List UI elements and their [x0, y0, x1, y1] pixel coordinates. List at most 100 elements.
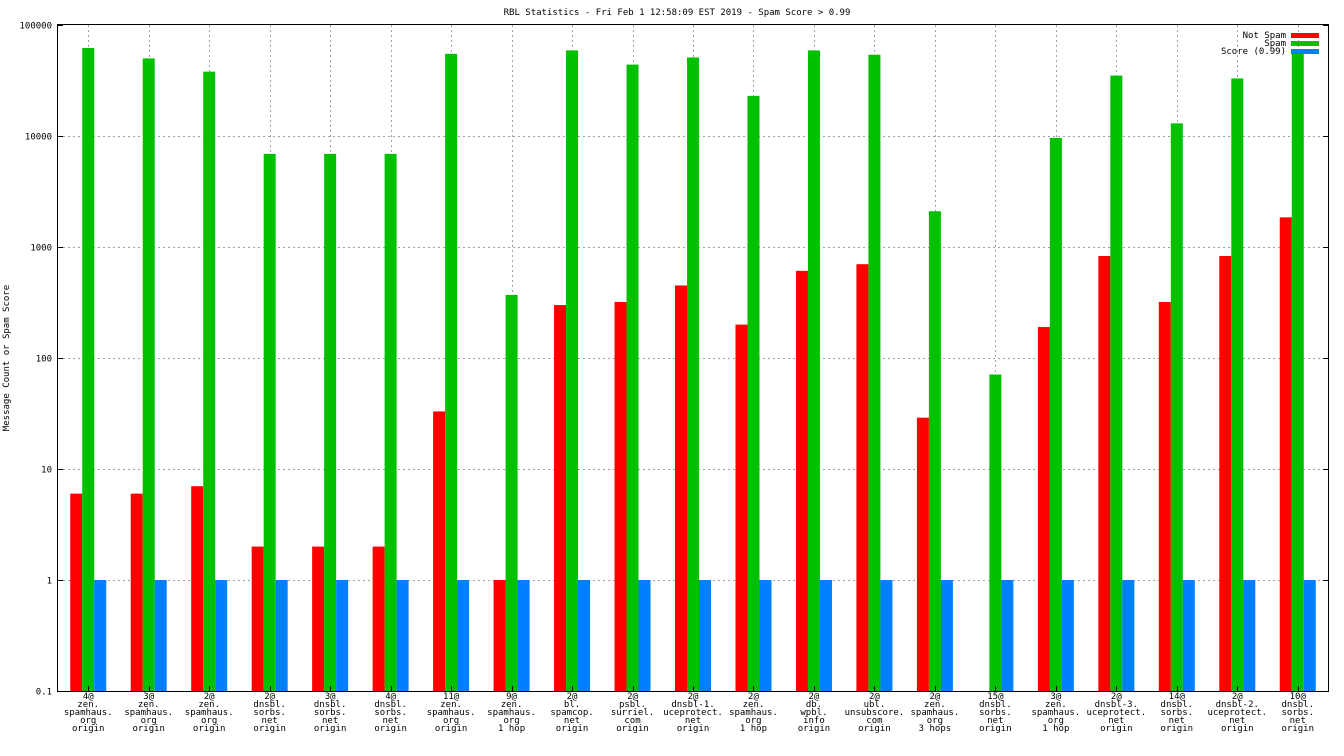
- x-tick-label-line: zen.: [501, 700, 523, 710]
- x-tick-label-line: 1 hop: [498, 724, 525, 734]
- x-tick-label-line: 2@: [1232, 692, 1243, 702]
- x-tick-label-line: net: [1169, 716, 1185, 726]
- x-tick-label-line: origin: [979, 724, 1012, 734]
- bar-not-spam: [554, 305, 567, 691]
- plot-frame: [57, 24, 1329, 692]
- x-tick-label-line: origin: [253, 724, 286, 734]
- x-tick-label-line: 3 hops: [919, 724, 952, 734]
- x-tick-label-line: zen.: [924, 700, 946, 710]
- x-tick-label-line: origin: [1282, 724, 1315, 734]
- x-tick-label-line: origin: [314, 724, 347, 734]
- x-tick-label-line: 11@: [443, 692, 460, 702]
- bar-not-spam: [795, 270, 808, 691]
- x-tick-label-line: zen.: [1045, 700, 1067, 710]
- x-tick-label-line: 9@: [506, 692, 517, 702]
- bar-spam: [1049, 137, 1062, 691]
- x-tick-label: 2@ dnsbl-2. uceprotect. net origin: [1207, 692, 1267, 734]
- bar-spam: [807, 50, 820, 691]
- x-tick-label-line: 2@: [809, 692, 820, 702]
- x-tick-label-line: sorbs.: [1161, 708, 1194, 718]
- x-tick-label-line: net: [564, 716, 580, 726]
- bar-not-spam: [675, 285, 687, 691]
- x-tick-label-line: zen.: [198, 700, 220, 710]
- bar-score-0-99: [819, 580, 832, 691]
- bar-score-0-99: [1182, 580, 1195, 691]
- x-tick-label: 3@ dnsbl. sorbs. net origin: [314, 692, 347, 734]
- legend-swatch: [1291, 33, 1319, 38]
- x-tick-label: 4@ zen. spamhaus. org origin: [64, 692, 113, 734]
- legend-label: Score (0.99): [1221, 47, 1286, 57]
- x-tick-label-line: 2@: [204, 692, 215, 702]
- bar-spam: [142, 58, 155, 692]
- x-tick-label-line: 2@: [688, 692, 699, 702]
- x-tick-label-line: 3@: [1050, 692, 1061, 702]
- x-tick-label: 3@ zen. spamhaus. org origin: [124, 692, 173, 734]
- bar-score-0-99: [517, 580, 530, 691]
- x-tick-label-line: 15@: [987, 692, 1004, 702]
- x-tick-label-line: org: [80, 716, 96, 726]
- bar-not-spam: [433, 411, 446, 691]
- x-tick-label-line: 3@: [143, 692, 154, 702]
- x-tick-label-line: net: [1108, 716, 1124, 726]
- x-tick-label: 2@ zen. spamhaus. org 1 hop: [729, 692, 778, 734]
- x-tick-label-line: 1 hop: [1042, 724, 1069, 734]
- x-tick-label-line: origin: [435, 724, 468, 734]
- bar-not-spam: [251, 546, 264, 691]
- x-tick-label-line: org: [745, 716, 761, 726]
- x-tick-label: 14@ dnsbl. sorbs. net origin: [1161, 692, 1194, 734]
- x-tick-label-line: 1 hop: [740, 724, 767, 734]
- bar-not-spam: [130, 493, 143, 691]
- bar-spam: [203, 71, 216, 691]
- y-tick-label: 100: [36, 355, 52, 365]
- bar-not-spam: [856, 264, 869, 691]
- x-tick-label-line: spamhaus.: [1031, 708, 1080, 718]
- bar-not-spam: [493, 580, 506, 691]
- bar-score-0-99: [638, 580, 651, 691]
- x-tick-label-line: dnsbl-2.: [1216, 700, 1259, 710]
- bar-score-0-99: [1001, 580, 1014, 691]
- x-tick-label-line: origin: [1100, 724, 1133, 734]
- x-tick-label-line: origin: [1221, 724, 1254, 734]
- x-tick-label-line: uceprotect.: [663, 708, 723, 718]
- bar-score-0-99: [759, 580, 772, 691]
- x-tick-label: 2@ ubl. unsubscore. com origin: [845, 692, 905, 734]
- x-tick-label-line: sorbs.: [314, 708, 347, 718]
- bar-spam: [82, 48, 95, 692]
- legend-swatch: [1291, 41, 1319, 46]
- x-tick-label-line: 2@: [1111, 692, 1122, 702]
- x-tick-label-line: bl.: [564, 700, 580, 710]
- bar-not-spam: [614, 301, 627, 691]
- x-tick-label-line: 2@: [869, 692, 880, 702]
- x-tick-label: 3@ zen. spamhaus. org 1 hop: [1031, 692, 1080, 734]
- x-tick-label: 2@ bl. spamcop. net origin: [550, 692, 593, 734]
- x-tick-label-line: origin: [556, 724, 589, 734]
- x-tick-label-line: sorbs.: [979, 708, 1012, 718]
- bar-score-0-99: [154, 580, 167, 691]
- x-tick-label-line: net: [685, 716, 701, 726]
- x-tick-label-line: spamhaus.: [911, 708, 960, 718]
- bar-score-0-99: [1061, 580, 1074, 691]
- x-tick-label-line: 10@: [1290, 692, 1307, 702]
- x-tick-label-line: 3@: [325, 692, 336, 702]
- x-tick-label: 2@ zen. spamhaus. org 3 hops: [911, 692, 960, 734]
- y-tick-label: 1: [47, 577, 52, 587]
- bar-score-0-99: [1303, 580, 1316, 691]
- x-tick-label-line: origin: [193, 724, 226, 734]
- x-tick-label-line: sorbs.: [1282, 708, 1315, 718]
- legend-swatch: [1291, 49, 1319, 54]
- x-tick-label-line: origin: [677, 724, 710, 734]
- x-tick-label-line: 2@: [748, 692, 759, 702]
- x-tick-label-line: 2@: [567, 692, 578, 702]
- x-tick-label-line: sorbs.: [374, 708, 407, 718]
- x-tick-label-line: 4@: [83, 692, 94, 702]
- bar-score-0-99: [578, 580, 591, 691]
- x-tick-label-line: spamhaus.: [124, 708, 173, 718]
- x-tick-label-line: zen.: [77, 700, 99, 710]
- x-tick-label-line: spamhaus.: [487, 708, 536, 718]
- bar-spam: [263, 153, 276, 691]
- bar-spam: [989, 374, 1002, 691]
- x-tick-label-line: psbl.: [619, 700, 646, 710]
- x-tick-label-line: origin: [72, 724, 105, 734]
- x-tick-label-line: origin: [798, 724, 831, 734]
- bar-spam: [687, 57, 699, 691]
